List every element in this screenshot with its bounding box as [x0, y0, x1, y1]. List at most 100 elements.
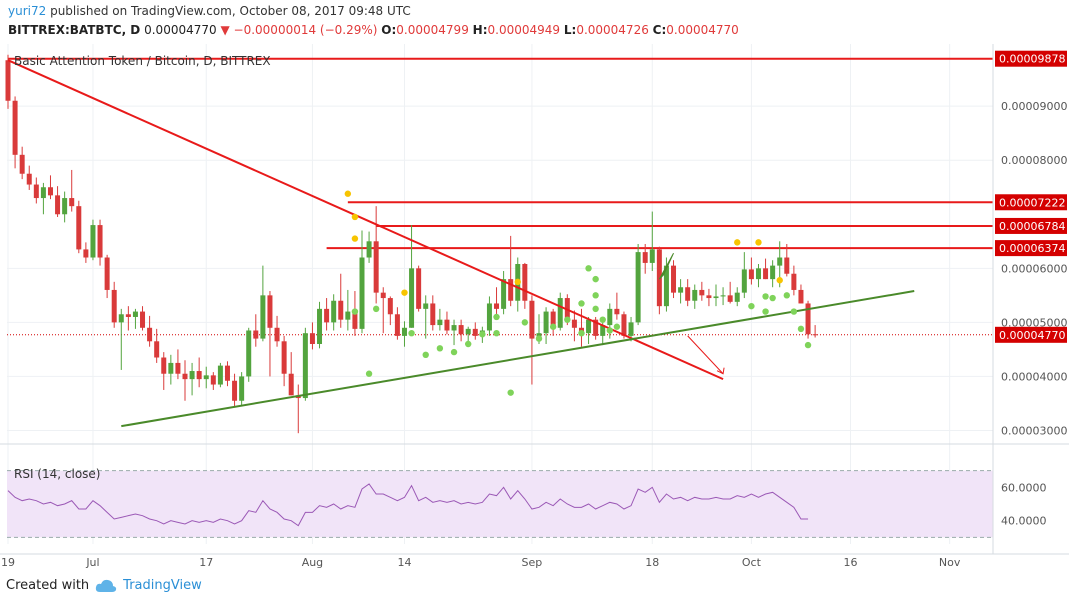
candle-up	[465, 328, 471, 335]
candle-down	[210, 375, 216, 385]
green-dot	[564, 316, 571, 323]
green-dot	[797, 325, 805, 333]
candle-up	[628, 322, 634, 336]
candle-up	[663, 265, 669, 307]
change-value: −0.00000014 (−0.29%)	[233, 23, 378, 37]
x-tick-label: 14	[397, 556, 411, 569]
candle-up	[720, 295, 726, 297]
candle-up	[168, 362, 174, 374]
green-dot	[465, 340, 472, 348]
candle-down	[763, 268, 769, 280]
x-tick-label: Nov	[939, 556, 961, 569]
candle-down	[508, 279, 514, 301]
rsi-title: RSI (14, close)	[14, 467, 100, 481]
last-price: 0.00004770	[144, 23, 217, 37]
green-dot	[592, 292, 599, 299]
candle-up	[678, 287, 684, 293]
candle-down	[161, 357, 167, 374]
yellow-dot	[401, 289, 408, 296]
candle-down	[55, 195, 61, 215]
candle-down	[380, 292, 386, 299]
candle-down	[104, 257, 110, 290]
candle-up	[302, 333, 308, 399]
open-label: O:	[381, 23, 397, 37]
candle-down	[111, 289, 117, 323]
green-dot	[549, 323, 557, 330]
candle-down	[338, 300, 344, 320]
candle-up	[692, 289, 698, 301]
candle-down	[26, 173, 32, 185]
candle-up	[741, 269, 747, 293]
green-dot	[762, 293, 769, 300]
footer: Created with TradingView	[6, 578, 202, 593]
candle-down	[83, 249, 89, 258]
candle-up	[649, 249, 655, 263]
green-dot	[535, 335, 543, 342]
y-tick-label: 0.00008000	[1001, 154, 1067, 167]
candle-down	[522, 264, 528, 301]
candle-down	[288, 373, 294, 396]
rsi-tick-label: 40.0000	[1001, 515, 1047, 528]
low-label: L:	[563, 23, 577, 37]
yellow-dot	[351, 235, 359, 242]
candle-down	[147, 327, 153, 342]
x-tick-label: Oct	[742, 556, 762, 569]
candle-up	[600, 325, 606, 336]
candle-down	[805, 303, 811, 335]
candle-up	[635, 252, 641, 323]
green-dot	[493, 313, 500, 321]
green-dot	[507, 389, 514, 396]
yellow-dot	[776, 277, 783, 284]
candle-down	[324, 308, 330, 323]
candle-down	[394, 314, 400, 336]
candle-up	[217, 365, 223, 385]
y-tick-label: 0.00009000	[1001, 100, 1067, 113]
yellow-dot	[351, 213, 359, 221]
price-label-text: 0.00009878	[999, 53, 1065, 66]
candle-down	[621, 314, 627, 336]
x-tick-label: 17	[199, 556, 213, 569]
candle-down	[267, 295, 273, 328]
candle-down	[727, 295, 733, 302]
candle-down	[494, 303, 500, 309]
green-dot	[762, 308, 769, 315]
candle-up	[607, 308, 613, 326]
projection-arrow-line	[687, 335, 724, 375]
candle-up	[90, 225, 96, 258]
candle-up	[317, 308, 323, 344]
high-label: H:	[472, 23, 488, 37]
rsi-band	[7, 470, 993, 538]
publisher-name[interactable]: yuri72	[8, 4, 47, 18]
candle-down	[444, 319, 450, 331]
y-tick-label: 0.00005000	[1001, 316, 1067, 329]
created-with-text: Created with	[6, 578, 90, 593]
candle-down	[656, 249, 662, 307]
x-tick-label: Jul	[85, 556, 99, 569]
yellow-dot	[514, 278, 521, 286]
green-dot	[599, 316, 606, 323]
green-dot	[783, 292, 790, 299]
price-chart[interactable]: 0.00003000 0.00004000 0.00005000 0.00006000…	[0, 44, 1069, 572]
candle-up	[359, 257, 365, 329]
y-tick-label: 0.00006000	[1001, 262, 1067, 275]
tradingview-brand-link[interactable]: TradingView	[123, 578, 202, 593]
candle-down	[33, 184, 39, 199]
candle-down	[748, 269, 754, 280]
candle-up	[713, 296, 719, 299]
green-dot	[748, 302, 755, 310]
y-tick-label: 0.00004000	[1001, 370, 1067, 383]
candle-up	[486, 303, 492, 331]
candle-down	[784, 257, 790, 274]
candle-down	[798, 289, 804, 304]
candle-down	[274, 327, 280, 342]
x-tick-label: 18	[645, 556, 659, 569]
high-value: 0.00004949	[487, 23, 561, 37]
candle-up	[543, 311, 549, 334]
candle-down	[253, 330, 259, 339]
price-label-text: 0.00006374	[999, 242, 1065, 255]
green-dot	[372, 305, 380, 313]
price-label-box	[995, 194, 1067, 211]
candle-down	[387, 298, 393, 315]
green-dot	[578, 329, 585, 337]
candle-down	[125, 314, 131, 317]
